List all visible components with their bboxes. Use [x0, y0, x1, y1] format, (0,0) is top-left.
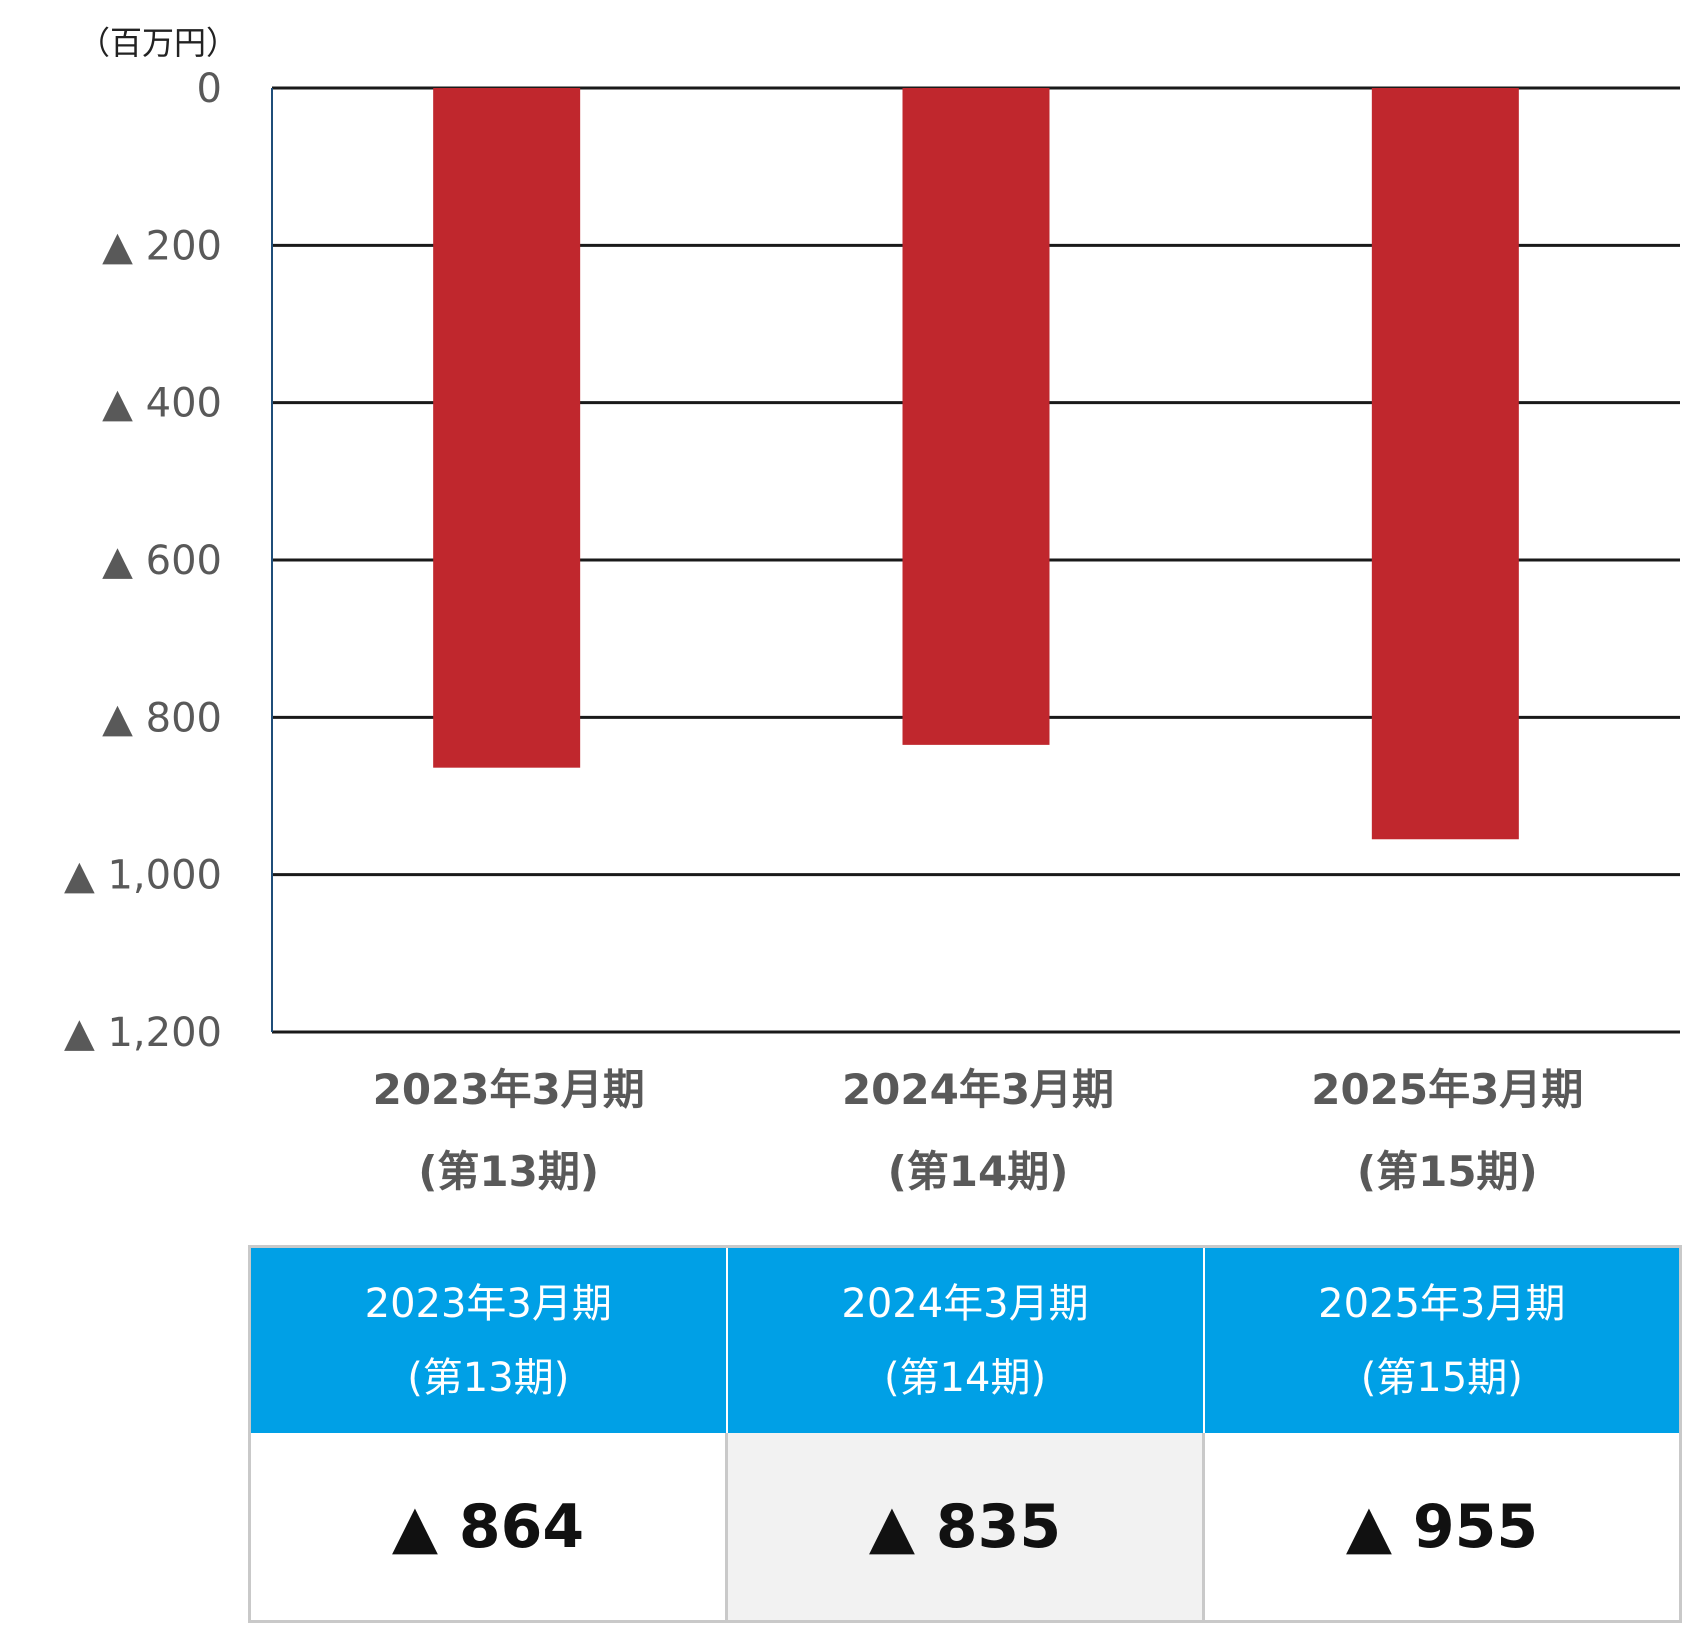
x-category-label: 2023年3月期 [373, 1065, 645, 1114]
bar [902, 88, 1050, 745]
y-tick-label: ▲ 600 [102, 538, 222, 584]
x-category-label: 2025年3月期 [1311, 1065, 1583, 1114]
x-category-label: 2024年3月期 [842, 1065, 1114, 1114]
table-header-row: 2023年3月期 (第13期) 2024年3月期 (第14期) 2025年3月期… [248, 1245, 1682, 1433]
table-header-cell: 2024年3月期 (第14期) [725, 1245, 1205, 1433]
header-term: (第13期) [407, 1354, 570, 1401]
table-header-cell: 2025年3月期 (第15期) [1202, 1245, 1682, 1433]
table-value-cell: ▲ 864 [248, 1433, 728, 1623]
y-tick-label: ▲ 1,000 [64, 853, 222, 899]
y-tick-label: ▲ 200 [102, 223, 222, 269]
header-term: (第14期) [883, 1354, 1047, 1401]
header-period: 2025年3月期 [1318, 1280, 1566, 1327]
y-tick-label: 0 [197, 66, 222, 112]
bar [433, 88, 581, 768]
bar-chart: 0 ▲ 200 ▲ 400 ▲ 600 ▲ 800 ▲ 1,000 ▲ 1,200 2023年… [64, 66, 1680, 1196]
x-category-label: (第13期) [418, 1147, 599, 1196]
table-value-cell: ▲ 955 [1202, 1433, 1682, 1623]
unit-label: （百万円） [78, 24, 239, 62]
bar [1371, 88, 1519, 840]
header-period: 2024年3月期 [841, 1280, 1089, 1327]
header-period: 2023年3月期 [364, 1280, 612, 1327]
header-term: (第15期) [1360, 1354, 1523, 1401]
x-category-label: (第15期) [1357, 1147, 1538, 1196]
x-category-label: (第14期) [888, 1147, 1069, 1196]
y-tick-label: ▲ 800 [102, 695, 222, 741]
table-value-cell: ▲ 835 [726, 1433, 1204, 1623]
y-tick-label: ▲ 400 [102, 381, 222, 427]
table-header-cell: 2023年3月期 (第13期) [248, 1245, 728, 1433]
y-tick-label: ▲ 1,200 [64, 1010, 222, 1056]
table-value-row: ▲ 864 ▲ 835 ▲ 955 [248, 1433, 1682, 1623]
summary-table: 2023年3月期 (第13期) 2024年3月期 (第14期) 2025年3月期… [248, 1245, 1682, 1623]
